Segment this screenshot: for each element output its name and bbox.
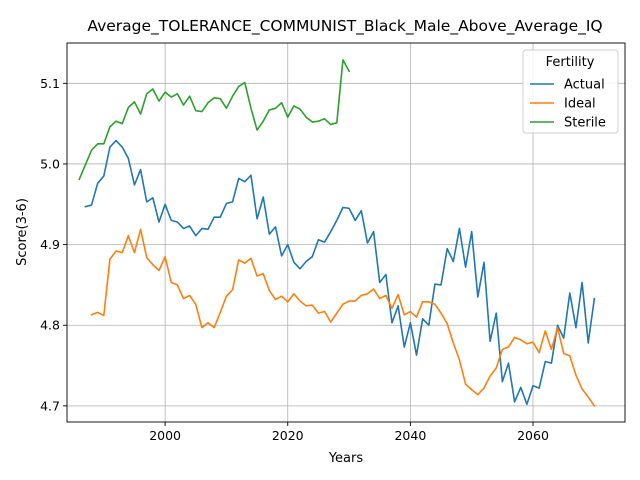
series-line-ideal [90, 228, 596, 407]
legend-title: Fertility [546, 55, 595, 70]
legend-items: Actual Ideal Sterile [530, 78, 606, 131]
x-axis-label: Years [328, 451, 364, 466]
x-axis: 2000 2020 2040 2060 [149, 422, 549, 443]
y-tick-label: 4.9 [40, 237, 60, 252]
legend-box [522, 49, 619, 134]
series-line-actual [84, 139, 596, 406]
y-axis: 4.7 4.8 4.9 5.0 5.1 [40, 76, 67, 413]
legend-label-sterile: Sterile [564, 116, 606, 131]
y-tick-label: 5.1 [40, 76, 60, 91]
x-tick-label: 2040 [394, 428, 426, 443]
series-line-sterile [78, 59, 351, 181]
x-tick-label: 2000 [149, 428, 181, 443]
y-axis-label: Score(3-6) [15, 198, 30, 266]
y-tick-label: 4.7 [40, 398, 60, 413]
x-tick-label: 2060 [517, 428, 549, 443]
legend: Fertility Actual Ideal Sterile [522, 49, 619, 134]
y-tick-label: 4.8 [40, 318, 60, 333]
plot-frame [66, 42, 626, 423]
chart-title: Average_TOLERANCE_COMMUNIST_Black_Male_A… [87, 17, 602, 36]
legend-label-actual: Actual [564, 78, 605, 93]
x-tick-label: 2020 [272, 428, 304, 443]
y-tick-label: 5.0 [40, 156, 60, 171]
legend-label-ideal: Ideal [564, 97, 596, 112]
series-layer [78, 59, 596, 407]
